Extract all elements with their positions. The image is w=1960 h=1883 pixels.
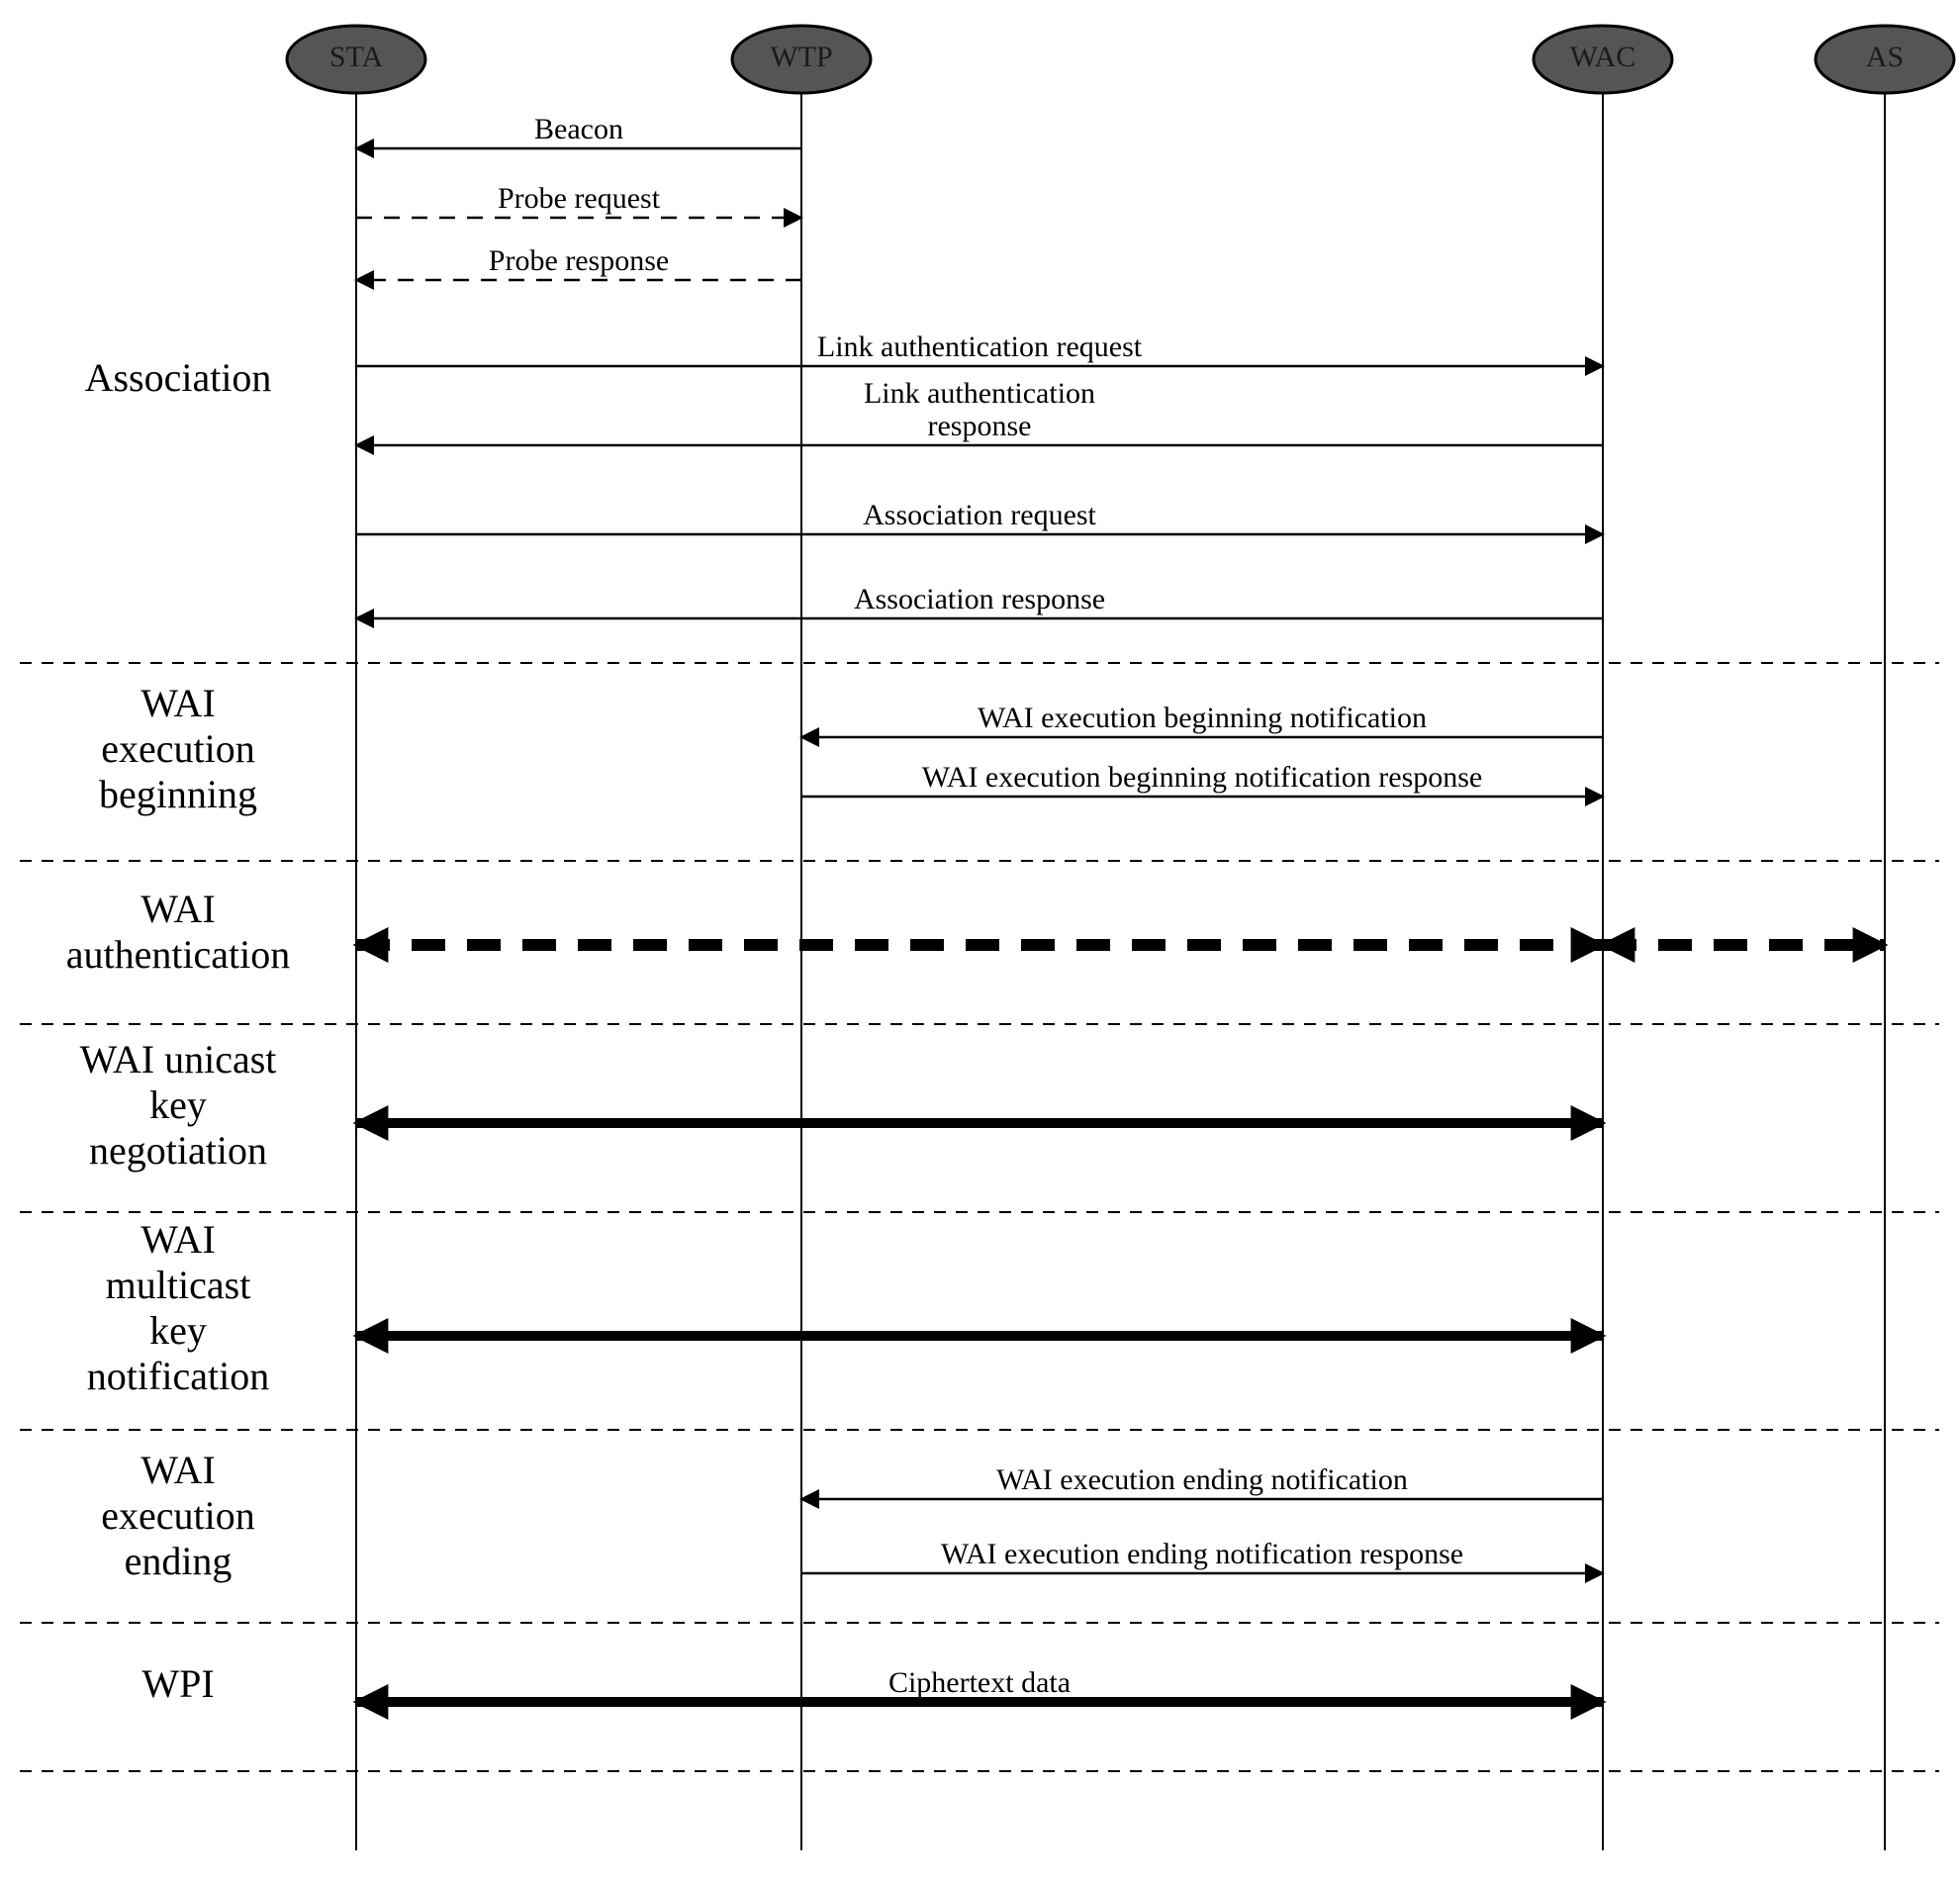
actor-label-wtp: WTP — [770, 41, 832, 73]
message-label-8: WAI execution beginning notification res… — [922, 761, 1483, 794]
message-label-6: Association response — [854, 583, 1105, 615]
actor-label-wac: WAC — [1570, 41, 1636, 73]
message-label-5: Association request — [863, 499, 1096, 531]
message-label-7: WAI execution beginning notification — [978, 702, 1427, 734]
message-label-1: Probe request — [498, 182, 661, 215]
phase-label-0: Association — [85, 355, 272, 400]
message-label-14: WAI execution ending notification respon… — [941, 1538, 1463, 1570]
sequence-diagram: STAWTPWACASAssociationWAIexecutionbeginn… — [0, 0, 1960, 1883]
message-label-3: Link authentication request — [817, 330, 1143, 363]
phase-label-6: WPI — [141, 1661, 214, 1706]
actor-label-as: AS — [1866, 41, 1904, 73]
message-label-2: Probe response — [489, 244, 669, 277]
message-label-15: Ciphertext data — [888, 1666, 1071, 1699]
actor-label-sta: STA — [329, 41, 384, 73]
message-label-13: WAI execution ending notification — [996, 1463, 1408, 1496]
message-label-0: Beacon — [534, 113, 623, 145]
